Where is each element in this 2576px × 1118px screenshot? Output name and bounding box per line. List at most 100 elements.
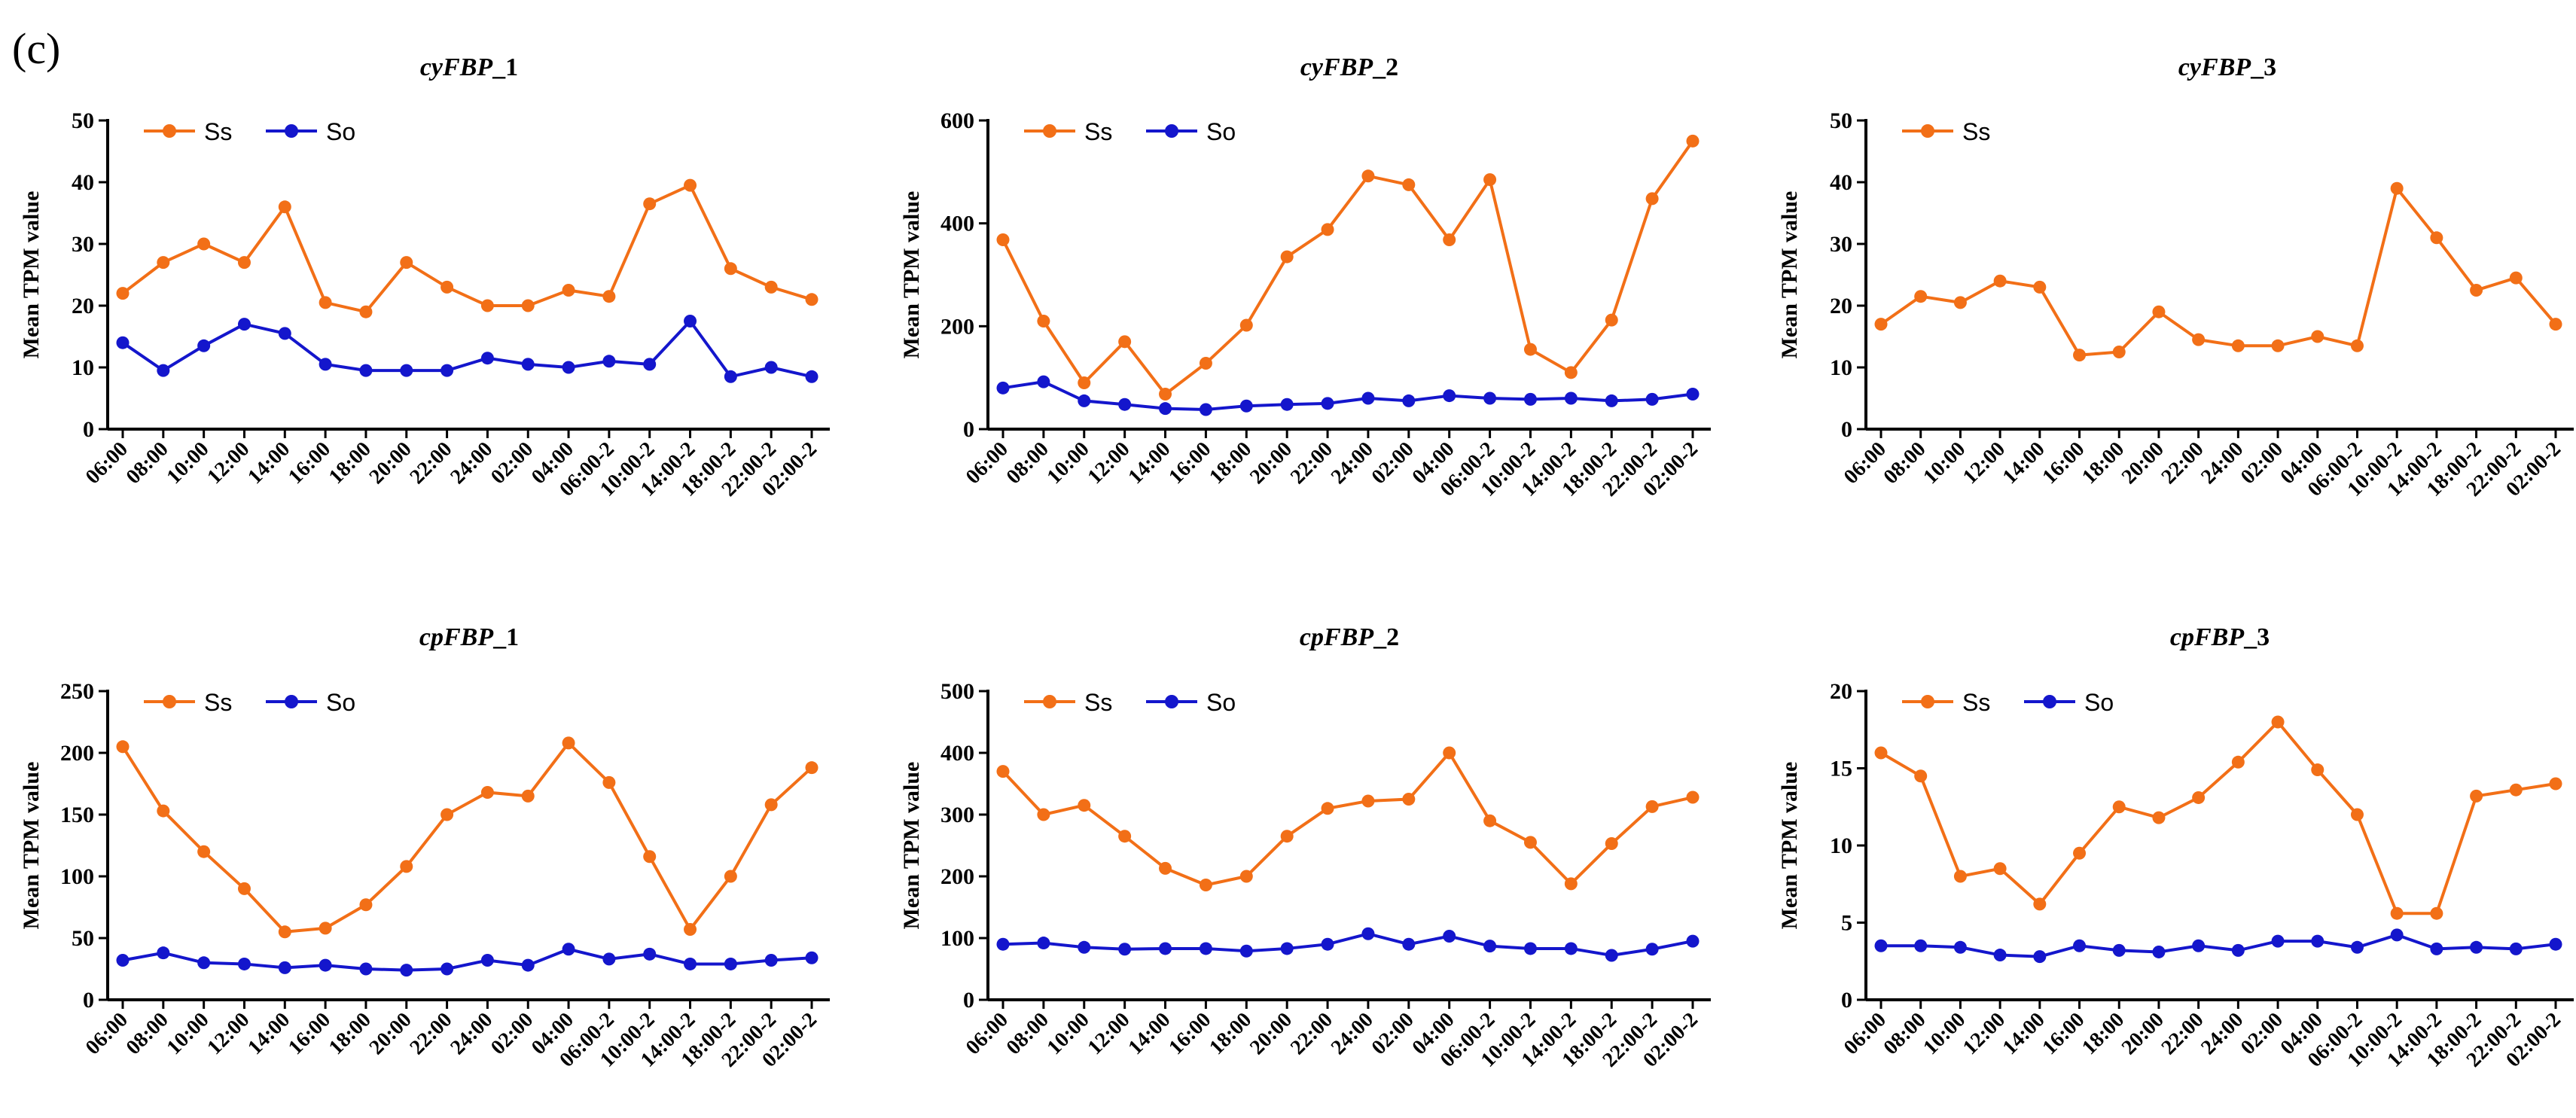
data-point-ss [197,845,211,858]
data-point-so [643,358,657,371]
y-tick-label: 30 [1830,232,1852,257]
legend-label-so: So [326,118,355,145]
panel-label: (c) [12,24,60,73]
data-point-so [1686,388,1700,401]
data-point-ss [2311,330,2324,343]
data-point-ss [2430,231,2443,245]
series-line-so [1881,933,2556,958]
legend-label-ss: Ss [1962,689,1990,716]
data-point-ss [1874,746,1888,760]
y-tick-label: 0 [963,988,974,1013]
legend-label-so: So [1206,689,1236,716]
x-tick-label: 18:00 [1205,1008,1256,1059]
legend-label-so: So [326,689,355,716]
x-tick-label: 14:00 [1123,1008,1175,1059]
data-point-so [1605,949,1618,962]
data-point-ss [1280,250,1294,264]
y-axis-label: Mean TPM value [19,762,44,930]
data-point-so [2231,943,2245,957]
data-point-ss [116,740,130,754]
data-point-ss [1239,318,1253,332]
y-axis-label: Mean TPM value [899,762,924,930]
data-point-so [2350,940,2364,954]
data-point-so [278,961,291,974]
data-point-so [2112,943,2126,957]
y-tick-label: 10 [1830,833,1852,858]
data-point-so [562,943,575,956]
chart-title: cyFBP_3 [2178,53,2276,81]
data-point-ss [2152,305,2166,318]
data-point-ss [1402,793,1416,806]
data-point-so [359,364,373,377]
data-point-ss [1874,318,1888,331]
y-tick-label: 400 [940,212,974,236]
data-point-so [157,946,170,960]
y-tick-label: 50 [72,108,94,133]
x-tick-label: 24:00 [2196,1008,2248,1059]
data-point-so [1645,943,1659,956]
x-tick-label: 14:00 [243,1008,294,1059]
data-point-ss [319,296,332,309]
data-point-ss [2470,789,2483,803]
x-tick-label: 02:00 [1367,1008,1419,1059]
data-point-ss [1914,769,1928,783]
data-point-ss [643,850,657,864]
data-point-so [237,957,251,970]
data-point-so [197,339,211,352]
data-point-ss [1564,877,1578,891]
data-point-so [157,364,170,377]
data-point-so [400,964,413,977]
y-tick-label: 200 [60,741,94,766]
data-point-so [1078,940,1091,954]
data-point-ss [1118,830,1132,843]
data-point-so [278,327,291,340]
x-tick-label: 24:00 [446,1008,497,1059]
data-point-ss [480,785,494,799]
data-point-ss [1645,192,1659,206]
y-tick-label: 600 [940,108,974,133]
x-tick-label: 24:00 [1327,437,1378,489]
data-point-ss [724,870,737,883]
x-tick-label: 08:00 [1002,1008,1053,1059]
data-point-ss [1199,357,1212,370]
x-tick-label: 14:00 [1998,1008,2050,1059]
data-point-ss [480,299,494,312]
data-point-ss [359,898,373,912]
x-tick-label: 20:00 [365,437,416,489]
data-point-ss [237,256,251,270]
y-tick-label: 0 [83,417,94,442]
data-point-so [1483,940,1497,953]
data-point-ss [521,789,535,803]
data-point-so [996,937,1010,951]
data-point-ss [278,200,291,214]
data-point-ss [1993,274,2007,288]
data-point-ss [1953,296,1967,309]
x-tick-label: 18:00 [2078,1008,2129,1059]
data-point-ss [2390,906,2404,920]
x-tick-label: 16:00 [1164,437,1215,489]
data-point-so [805,370,819,383]
series-line-ss [121,740,813,934]
y-tick-label: 50 [1830,108,1852,133]
data-point-so [319,958,332,972]
data-point-ss [2549,318,2562,331]
chart-title-gene: cpFBP [419,623,493,651]
data-point-ss [157,804,170,818]
data-point-so [684,315,697,327]
y-tick-label: 20 [1830,679,1852,704]
series-line-so [1002,932,1693,957]
data-point-so [521,358,535,371]
data-point-ss [2430,906,2443,920]
data-point-ss [2192,333,2206,346]
data-point-ss [996,233,1010,247]
data-point-ss [2231,339,2245,352]
data-point-so [1239,399,1253,413]
data-point-ss [1361,794,1375,808]
y-axis-label: Mean TPM value [1777,762,1802,930]
data-point-ss [2033,280,2047,294]
x-tick-label: 22:00 [405,1008,456,1059]
x-tick-label: 10:00 [1043,437,1094,489]
data-point-ss [1564,366,1578,379]
data-point-ss [441,280,454,294]
data-point-so [116,954,130,967]
